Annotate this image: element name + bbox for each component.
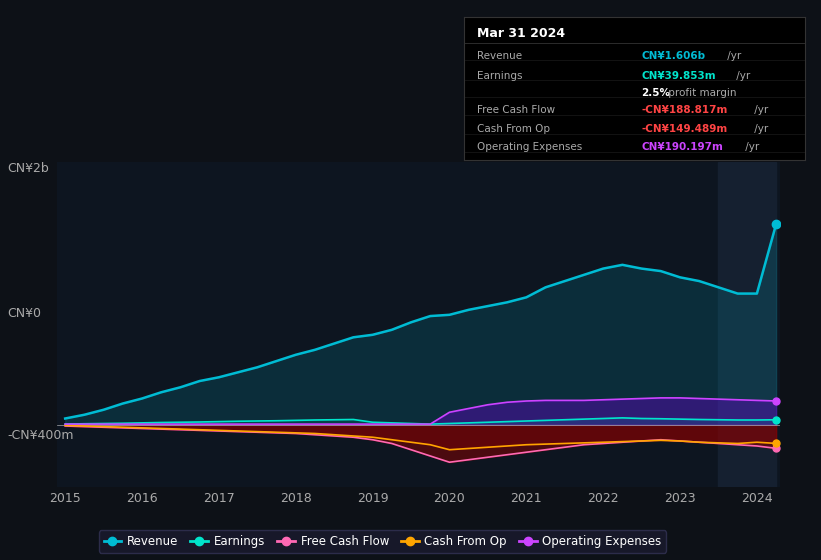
Text: Mar 31 2024: Mar 31 2024 [478, 27, 566, 40]
Text: Cash From Op: Cash From Op [478, 124, 551, 134]
Text: CN¥1.606b: CN¥1.606b [641, 51, 705, 61]
Text: Free Cash Flow: Free Cash Flow [478, 105, 556, 115]
Text: -CN¥400m: -CN¥400m [7, 429, 73, 442]
Text: /yr: /yr [742, 142, 759, 152]
Bar [718, 162, 776, 487]
Text: -CN¥188.817m: -CN¥188.817m [641, 105, 727, 115]
Text: profit margin: profit margin [665, 88, 736, 98]
Text: CN¥0: CN¥0 [7, 307, 41, 320]
Text: /yr: /yr [733, 71, 750, 81]
Text: CN¥2b: CN¥2b [7, 162, 48, 175]
Text: /yr: /yr [751, 124, 768, 134]
Text: -CN¥149.489m: -CN¥149.489m [641, 124, 727, 134]
Text: CN¥190.197m: CN¥190.197m [641, 142, 723, 152]
Text: Operating Expenses: Operating Expenses [478, 142, 583, 152]
Text: 2.5%: 2.5% [641, 88, 670, 98]
Legend: Revenue, Earnings, Free Cash Flow, Cash From Op, Operating Expenses: Revenue, Earnings, Free Cash Flow, Cash … [99, 530, 667, 553]
Text: /yr: /yr [751, 105, 768, 115]
Text: Earnings: Earnings [478, 71, 523, 81]
Text: CN¥39.853m: CN¥39.853m [641, 71, 716, 81]
Text: /yr: /yr [724, 51, 741, 61]
Text: Revenue: Revenue [478, 51, 523, 61]
